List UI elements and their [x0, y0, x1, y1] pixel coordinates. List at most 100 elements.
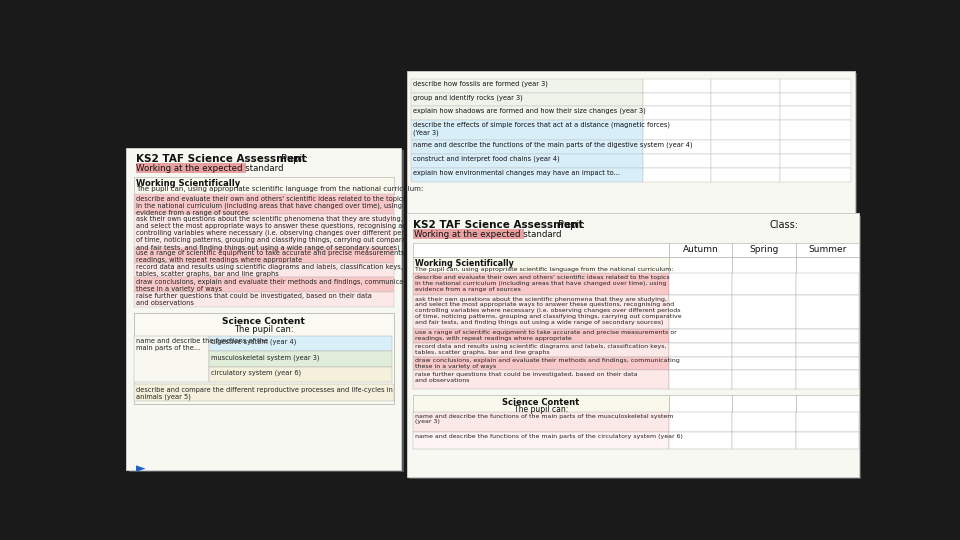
Bar: [711, 140, 780, 154]
Bar: [413, 242, 669, 256]
Bar: [413, 229, 524, 239]
Bar: [669, 356, 732, 370]
Bar: [732, 295, 796, 329]
Bar: [643, 79, 711, 92]
Bar: [134, 248, 394, 262]
Text: Pupil:: Pupil:: [281, 154, 308, 164]
Bar: [796, 242, 859, 256]
Bar: [711, 92, 780, 106]
Bar: [780, 154, 851, 168]
Bar: [796, 412, 859, 432]
Bar: [413, 356, 669, 370]
Bar: [411, 168, 643, 182]
Text: describe how fossils are formed (year 3): describe how fossils are formed (year 3): [413, 80, 548, 87]
Text: name and describe the functions of the main parts of the musculoskeletal system
: name and describe the functions of the m…: [416, 414, 674, 424]
Bar: [796, 295, 859, 329]
Bar: [129, 150, 403, 472]
Bar: [134, 214, 394, 248]
Bar: [732, 343, 796, 356]
Text: group and identify rocks (year 3): group and identify rocks (year 3): [413, 94, 522, 100]
Bar: [669, 242, 732, 256]
Bar: [134, 278, 394, 292]
Bar: [413, 370, 669, 389]
Bar: [780, 106, 851, 120]
Text: The pupil can, using appropriate scientific language from the national curriculu: The pupil can, using appropriate scienti…: [416, 267, 674, 272]
Text: ►: ►: [135, 462, 145, 475]
Text: Science Content: Science Content: [502, 398, 580, 407]
Bar: [669, 412, 732, 432]
Bar: [411, 140, 643, 154]
Bar: [413, 329, 669, 343]
Bar: [409, 73, 857, 215]
Bar: [796, 356, 859, 370]
Text: explain how shadows are formed and how their size changes (year 3): explain how shadows are formed and how t…: [413, 108, 646, 114]
Text: raise further questions that could be investigated, based on their data
and obse: raise further questions that could be in…: [136, 294, 372, 307]
Bar: [669, 256, 732, 273]
Bar: [669, 370, 732, 389]
Text: explain how environmental changes may have an impact to...: explain how environmental changes may ha…: [413, 170, 620, 176]
Text: The pupil can, using appropriate scientific language from the national curriculu: The pupil can, using appropriate scienti…: [136, 186, 423, 192]
Bar: [413, 256, 669, 273]
Bar: [134, 177, 394, 194]
Bar: [732, 256, 796, 273]
Text: musculoskeletal system (year 3): musculoskeletal system (year 3): [210, 354, 319, 361]
Bar: [413, 412, 669, 432]
Bar: [209, 351, 392, 367]
Text: raise further questions that could be investigated, based on their data
and obse: raise further questions that could be in…: [416, 372, 637, 383]
Bar: [411, 120, 643, 140]
Text: Class:: Class:: [770, 220, 799, 229]
Bar: [669, 295, 732, 329]
Bar: [780, 140, 851, 154]
Bar: [732, 395, 796, 412]
Bar: [411, 154, 643, 168]
Text: name and describe the functions of the main parts of the digestive system (year : name and describe the functions of the m…: [413, 142, 692, 149]
Text: KS2 TAF Science Assessment: KS2 TAF Science Assessment: [413, 220, 584, 229]
Bar: [411, 92, 643, 106]
Bar: [796, 395, 859, 412]
Bar: [643, 106, 711, 120]
Bar: [796, 432, 859, 449]
Text: Working at the expected standard: Working at the expected standard: [136, 164, 284, 173]
Text: Summer: Summer: [808, 245, 847, 254]
Bar: [669, 329, 732, 343]
Bar: [732, 329, 796, 343]
Bar: [732, 273, 796, 295]
Text: describe the effects of simple forces that act at a distance (magnetic forces)
(: describe the effects of simple forces th…: [413, 122, 670, 136]
Bar: [711, 106, 780, 120]
Text: digestive system (year 4): digestive system (year 4): [210, 339, 296, 346]
Bar: [711, 120, 780, 140]
Bar: [796, 370, 859, 389]
Bar: [413, 295, 669, 329]
Bar: [796, 256, 859, 273]
Bar: [669, 343, 732, 356]
Bar: [409, 215, 861, 479]
Bar: [411, 79, 643, 92]
Bar: [711, 168, 780, 182]
Bar: [711, 154, 780, 168]
Bar: [407, 71, 854, 213]
Text: The pupil can:: The pupil can:: [233, 325, 293, 334]
Text: The pupil can:: The pupil can:: [514, 405, 568, 414]
Bar: [732, 242, 796, 256]
Text: describe and evaluate their own and others' scientific ideas related to the topi: describe and evaluate their own and othe…: [136, 195, 406, 216]
Bar: [780, 168, 851, 182]
Text: Autumn: Autumn: [683, 245, 718, 254]
Text: use a range of scientific equipment to take accurate and precise measurements or: use a range of scientific equipment to t…: [136, 249, 414, 262]
Bar: [643, 154, 711, 168]
Text: KS2 TAF Science Assessment: KS2 TAF Science Assessment: [135, 154, 306, 164]
Text: Pupil:: Pupil:: [558, 220, 585, 229]
Text: draw conclusions, explain and evaluate their methods and findings, communicating: draw conclusions, explain and evaluate t…: [416, 358, 680, 369]
Bar: [796, 329, 859, 343]
Text: describe and evaluate their own and others' scientific ideas related to the topi: describe and evaluate their own and othe…: [416, 275, 670, 292]
Bar: [796, 343, 859, 356]
Bar: [732, 412, 796, 432]
Bar: [669, 273, 732, 295]
Text: name and describe the functions of the
main parts of the...: name and describe the functions of the m…: [135, 338, 268, 351]
Bar: [134, 384, 394, 401]
Bar: [209, 336, 392, 351]
Bar: [413, 343, 669, 356]
Bar: [413, 273, 669, 295]
Bar: [407, 213, 858, 477]
Bar: [209, 367, 392, 382]
Bar: [732, 356, 796, 370]
